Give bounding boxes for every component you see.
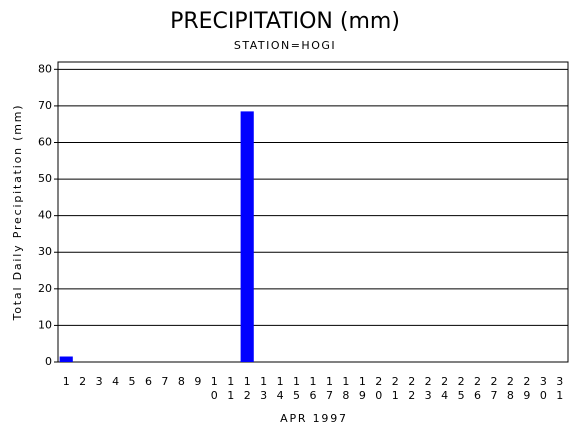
y-tick-label: 50 (38, 172, 52, 185)
x-tick-label: 3 (96, 375, 103, 388)
plot-frame (57, 61, 569, 363)
x-axis-label: APR 1997 (280, 412, 348, 425)
x-tick-label: 8 (178, 375, 185, 388)
x-tick-label: 6 (145, 375, 152, 388)
y-tick-label: 80 (38, 62, 52, 75)
x-tick-label: 7 (161, 375, 168, 388)
y-tick-label: 60 (38, 135, 52, 148)
x-tick-label: 5 (129, 375, 136, 388)
chart-subtitle: STATION=HOGI (234, 39, 336, 52)
x-tick-label: 4 (112, 375, 119, 388)
x-tick-label: 2 (79, 375, 86, 388)
bar (240, 111, 254, 362)
x-tick-label: 9 (194, 375, 201, 388)
x-tick-label: 1 (63, 375, 70, 388)
chart-title: PRECIPITATION (mm) (170, 9, 400, 34)
y-tick-label: 70 (38, 99, 52, 112)
y-tick-label: 10 (38, 318, 52, 331)
y-tick-label: 30 (38, 245, 52, 258)
y-tick-label: 0 (45, 355, 52, 368)
y-tick-label: 20 (38, 282, 52, 295)
y-axis-label: Total Daily Precipitation (mm) (11, 104, 24, 322)
y-tick-label: 40 (38, 209, 52, 222)
bar (59, 356, 73, 362)
